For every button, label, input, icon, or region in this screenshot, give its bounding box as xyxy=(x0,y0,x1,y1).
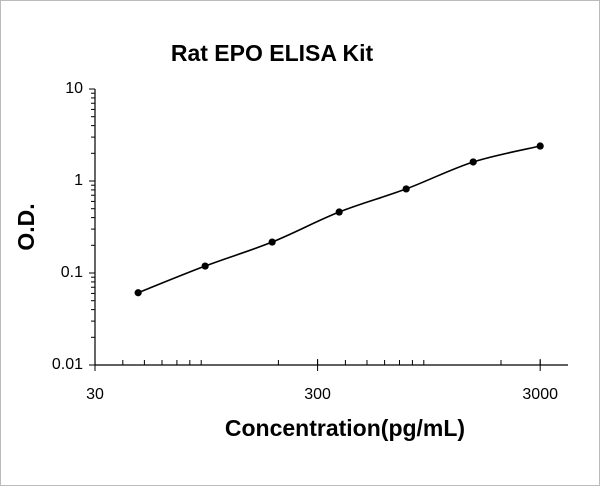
data-point xyxy=(335,208,343,216)
x-axis-label: Concentration(pg/mL) xyxy=(225,415,465,441)
data-point xyxy=(402,185,410,193)
data-point xyxy=(469,158,477,166)
x-tick-label: 3000 xyxy=(522,386,558,403)
data-point xyxy=(268,238,276,246)
x-tick-label: 30 xyxy=(86,386,104,403)
y-tick-label: 10 xyxy=(65,80,83,97)
chart-title: Rat EPO ELISA Kit xyxy=(171,40,374,66)
y-tick-label: 1 xyxy=(74,172,83,189)
data-point xyxy=(536,142,544,150)
x-tick-label: 300 xyxy=(304,386,331,403)
y-tick-label: 0.1 xyxy=(61,264,83,281)
data-point xyxy=(134,289,142,297)
y-axis-label: O.D. xyxy=(13,203,39,250)
data-point xyxy=(201,262,209,270)
y-tick-label: 0.01 xyxy=(52,356,83,373)
